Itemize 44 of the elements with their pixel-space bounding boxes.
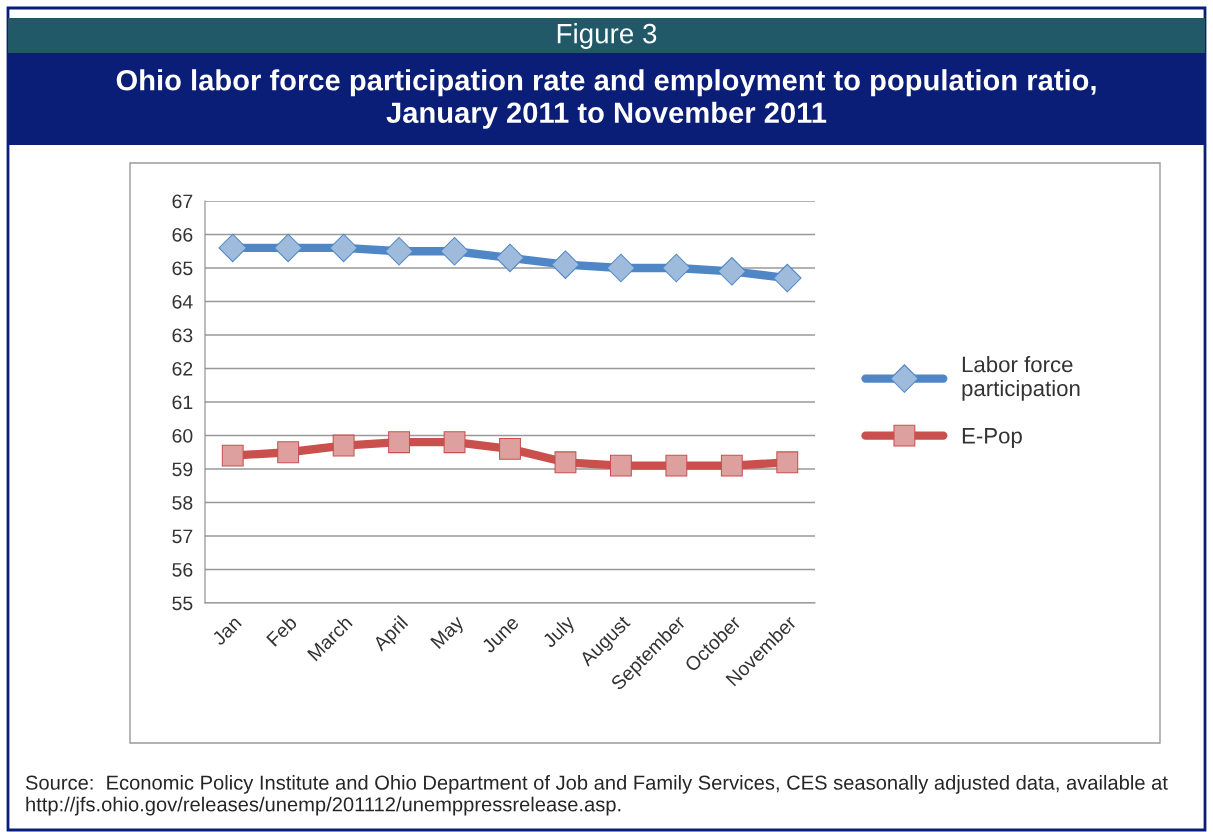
chart-title: Figure 3 bbox=[557, 23, 657, 49]
point bbox=[495, 243, 525, 273]
source-note: Source: Economic Policy Institute and Ohio Department of Job and Family Services, CES seasonally adjusted data, available at http://jfs.ohio.gov/releases/unemp/201112/unemppressrelease.asp. bbox=[25, 775, 1168, 816]
point bbox=[776, 451, 799, 474]
point bbox=[606, 253, 636, 283]
y-tick-label: 62 bbox=[172, 361, 193, 376]
point bbox=[277, 441, 300, 464]
point bbox=[440, 236, 469, 266]
y-tick-label: 64 bbox=[172, 294, 193, 309]
y-tick-label: 60 bbox=[172, 428, 193, 443]
point bbox=[443, 431, 466, 454]
point bbox=[773, 263, 802, 293]
point bbox=[554, 451, 577, 474]
point bbox=[388, 431, 411, 454]
point bbox=[665, 454, 688, 477]
point bbox=[717, 257, 747, 286]
point bbox=[329, 233, 358, 263]
x-tick-label: May bbox=[430, 614, 468, 652]
point bbox=[551, 250, 580, 279]
point bbox=[384, 236, 414, 266]
point bbox=[662, 253, 691, 283]
point bbox=[221, 444, 244, 467]
y-tick-label: 66 bbox=[172, 227, 193, 242]
y-tick-label: 61 bbox=[172, 395, 193, 410]
x-tick-label: Feb bbox=[265, 614, 298, 647]
y-tick-label: 56 bbox=[172, 562, 193, 577]
point bbox=[218, 233, 247, 263]
y-tick-label: 63 bbox=[172, 328, 193, 343]
y-tick-label: 67 bbox=[172, 194, 193, 209]
legend-label: E-Pop bbox=[962, 428, 1022, 449]
y-tick-label: 58 bbox=[172, 495, 193, 510]
x-tick-label: July bbox=[541, 614, 579, 652]
chart-subtitle: Ohio labor force participation rate and employment to population ratio, January 2011 to November 2011 bbox=[116, 69, 1096, 129]
point bbox=[609, 454, 632, 477]
point bbox=[720, 454, 743, 477]
legend-label: Labor force participation bbox=[962, 355, 1080, 401]
point bbox=[499, 437, 521, 460]
x-tick-label: Jan bbox=[211, 615, 242, 647]
point bbox=[332, 434, 355, 457]
point bbox=[273, 233, 303, 263]
y-tick-label: 59 bbox=[172, 462, 193, 477]
y-tick-label: 57 bbox=[172, 529, 193, 544]
y-tick-label: 55 bbox=[172, 596, 193, 611]
y-tick-label: 65 bbox=[172, 261, 193, 276]
